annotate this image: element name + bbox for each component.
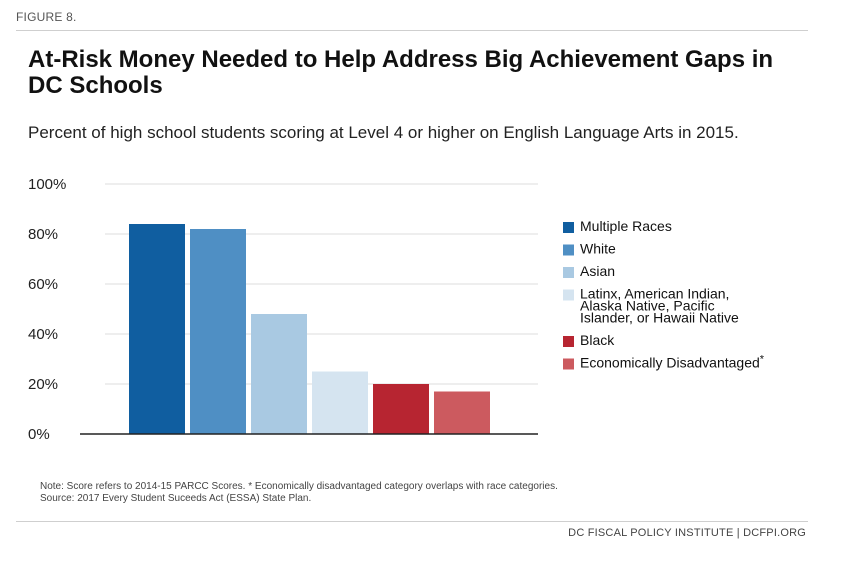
figure-label: FIGURE 8.	[16, 10, 77, 24]
legend-swatch	[563, 267, 574, 278]
y-tick-label: 20%	[28, 376, 58, 393]
bar-6	[434, 391, 490, 434]
y-tick-label: 100%	[28, 176, 66, 193]
y-tick-label: 60%	[28, 276, 58, 293]
bar-chart: 0% 20% 40% 60% 80% 100% Multiple Races White As…	[28, 176, 765, 443]
bar-4	[312, 371, 368, 434]
legend: Multiple Races White Asian Latinx, American…	[563, 218, 765, 371]
credit-line: DC FISCAL POLICY INSTITUTE | DCFPI.ORG	[568, 527, 806, 539]
legend-label: Black	[580, 332, 615, 348]
legend-label: White	[580, 241, 616, 257]
source-line: Source: 2017 Every Student Suceeds Act (…	[40, 493, 312, 504]
y-tick-label: 40%	[28, 326, 58, 343]
y-tick-label: 80%	[28, 226, 58, 243]
bar-1	[129, 224, 185, 434]
chart-note: Note: Score refers to 2014-15 PARCC Scor…	[40, 481, 558, 505]
legend-label: Latinx, American Indian,	[580, 286, 729, 302]
legend-label: Economically Disadvantaged*	[580, 354, 765, 371]
chart-title: At-Risk Money Needed to Help Address Big…	[28, 46, 774, 99]
top-divider	[16, 30, 808, 31]
note-line: Note: Score refers to 2014-15 PARCC Scor…	[40, 481, 558, 492]
legend-swatch	[563, 244, 574, 256]
legend-swatch	[563, 358, 574, 370]
legend-swatch	[563, 222, 574, 233]
legend-swatch	[563, 336, 574, 347]
legend-label: Alaska Native, Pacific	[580, 298, 715, 314]
bar-5	[373, 384, 429, 434]
legend-label: Multiple Races	[580, 218, 672, 234]
legend-label: Islander, or Hawaii Native	[580, 310, 739, 326]
legend-footnote-marker: *	[760, 354, 765, 366]
bar-3	[251, 314, 307, 434]
y-axis-tick-labels: 0% 20% 40% 60% 80% 100%	[28, 176, 66, 443]
bottom-divider	[16, 521, 808, 522]
bar-2	[190, 229, 246, 434]
bars	[129, 224, 490, 434]
legend-swatch	[563, 289, 574, 301]
legend-label: Asian	[580, 263, 615, 279]
chart-subtitle: Percent of high school students scoring …	[28, 123, 739, 142]
y-tick-label: 0%	[28, 426, 50, 443]
